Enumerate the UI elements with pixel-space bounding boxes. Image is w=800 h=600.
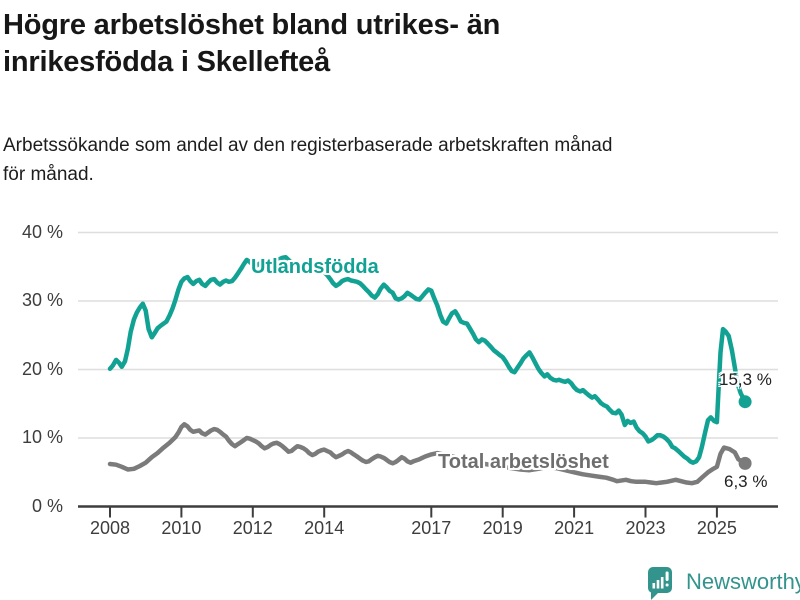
end-point-dot: [738, 395, 752, 409]
bar-chart-glyph: [652, 583, 656, 589]
end-value-label-utlandsfodda: 15,3 %: [719, 370, 772, 389]
chart-subtitle: Arbetssökande som andel av den registerb…: [3, 131, 783, 189]
y-axis-tick-label: 0 %: [31, 495, 63, 516]
x-axis-tick-label: 2012: [232, 518, 273, 538]
title-line-1: Högre arbetslöshet bland utrikes- än: [3, 9, 501, 41]
series-label-total-arbetsloshet: Total arbetslöshet: [438, 451, 609, 473]
y-axis-tick-label: 10 %: [21, 427, 63, 447]
x-axis-tick-label: 2019: [482, 518, 523, 538]
x-axis-tick-label: 2023: [625, 518, 666, 538]
x-axis-tick-label: 2021: [554, 518, 595, 538]
page-title: Högre arbetslöshet bland utrikes- än inr…: [3, 7, 723, 81]
line-total: [107, 422, 748, 486]
subtitle-line-1: Arbetssökande som andel av den registerb…: [3, 135, 613, 156]
x-axis-tick-label: 2025: [696, 518, 737, 538]
line-utlandsfodda: [107, 254, 748, 465]
newsworthy-logo: Newsworthy: [645, 563, 800, 600]
subtitle-line-2: för månad.: [3, 164, 94, 185]
y-axis-tick-label: 40 %: [21, 221, 63, 242]
newsworthy-logo-text: Newsworthy: [686, 568, 800, 594]
series-label-utlandsfodda: Utlandsfödda: [251, 256, 379, 278]
x-axis-tick-label: 2014: [304, 518, 345, 538]
x-axis-tick-label: 2008: [89, 518, 131, 538]
exclamation-glyph: [665, 571, 669, 581]
newsworthy-logo-icon: [648, 567, 672, 600]
y-axis-tick-label: 30 %: [21, 290, 63, 310]
x-axis-tick-label: 2017: [411, 518, 452, 538]
end-point-dot: [738, 456, 752, 470]
y-axis-tick-label: 20 %: [21, 358, 63, 379]
x-axis-tick-label: 2010: [161, 518, 202, 538]
title-line-2: inrikesfödda i Skellefteå: [3, 46, 331, 78]
end-value-label-total: 6,3 %: [724, 472, 768, 491]
